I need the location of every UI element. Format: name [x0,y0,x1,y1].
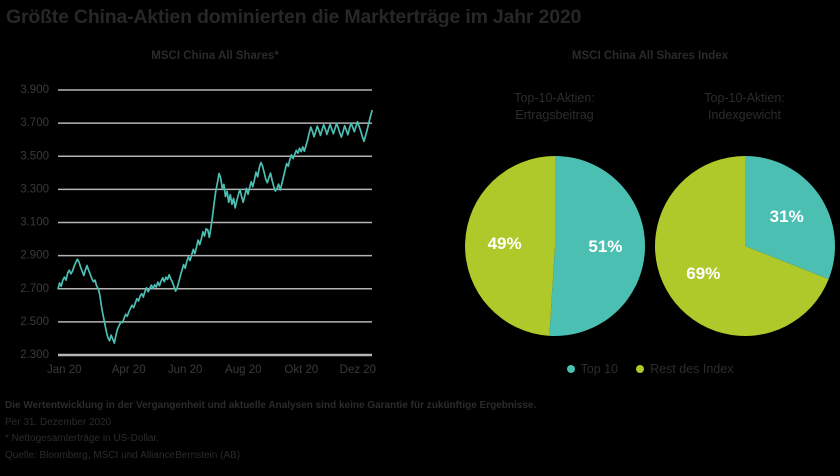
svg-text:2.500: 2.500 [20,316,49,328]
svg-text:3.300: 3.300 [20,183,49,195]
svg-text:2.700: 2.700 [20,283,49,295]
svg-text:51%: 51% [588,237,622,256]
pie-left-title-line1: Top-10-Aktien: [514,91,595,105]
pie-left-slices [465,155,646,336]
pie-left-title: Top-10-Aktien: Ertragsbeitrag [462,90,647,124]
legend-item[interactable]: Top 10 [566,362,619,376]
svg-text:3.900: 3.900 [20,84,49,96]
pie-chart-indexgewicht: 31% 69% [654,155,836,337]
svg-text:3.700: 3.700 [20,117,49,129]
pie-left-labels: 51% 49% [488,234,623,256]
x-axis-labels: Jan 20 Apr 20 Jun 20 Aug 20 Okt 20 Dez 20 [47,364,376,376]
svg-text:3.500: 3.500 [20,150,49,162]
svg-text:2.900: 2.900 [20,250,49,262]
svg-text:Jan 20: Jan 20 [47,364,82,376]
svg-text:2.300: 2.300 [20,349,49,361]
svg-text:Dez 20: Dez 20 [340,364,376,376]
svg-text:Aug 20: Aug 20 [225,364,261,376]
pie-right-labels: 31% 69% [686,207,803,283]
pie-chart-ertragsbeitrag: 51% 49% [464,155,646,337]
pie-right-title-line1: Top-10-Aktien: [704,91,785,105]
index-series-line [57,109,373,344]
footnote-line: * Nettogesamterträge in US-Dollar. [5,433,159,444]
footnote-line: Quelle: Bloomberg, MSCI und AllianceBern… [5,449,241,461]
legend-dot-icon [566,365,575,373]
y-axis-labels: 3.900 3.700 3.500 3.300 3.100 2.900 2.700 2.500… [20,84,49,361]
svg-text:Apr 20: Apr 20 [112,364,146,376]
footnote-line: Die Wertentwicklung in der Vergangenheit… [5,400,537,411]
svg-text:3.100: 3.100 [20,217,49,229]
footnotes: Die Wertentwicklung in der Vergangenheit… [5,398,835,464]
footnote-line: Per 31. Dezember 2020 [5,416,112,428]
line-chart-heading: MSCI China All Shares* [151,50,279,62]
pie-left-svg: 51% 49% [465,155,646,336]
svg-text:49%: 49% [488,234,522,253]
pie-right-title-line2: Indexgewicht [708,108,781,122]
legend-label: Rest des Index [650,362,734,376]
svg-text:Okt 20: Okt 20 [284,364,318,376]
pie-legend: Top 10 Rest des Index [460,362,840,376]
legend-item[interactable]: Rest des Index [636,362,733,376]
svg-text:69%: 69% [686,264,720,283]
legend-label: Top 10 [580,362,619,376]
pie-right-slices [654,156,835,336]
pie-left-title-line2: Ertragsbeitrag [515,108,594,122]
y-gridlines [58,89,372,357]
page-title: Größte China-Aktien dominierten die Mark… [6,6,582,28]
line-chart: 3.900 3.700 3.500 3.300 3.100 2.900 2.700 2.500… [0,82,400,382]
legend-dot-icon [636,365,645,373]
svg-text:31%: 31% [770,207,804,226]
pie-right-title: Top-10-Aktien: Indexgewicht [652,90,837,124]
pie-right-svg: 31% 69% [654,156,835,336]
pie-section-heading: MSCI China All Shares Index [571,50,729,62]
line-chart-svg: 3.900 3.700 3.500 3.300 3.100 2.900 2.700 2.500… [20,84,376,376]
svg-text:Jun 20: Jun 20 [168,364,203,376]
